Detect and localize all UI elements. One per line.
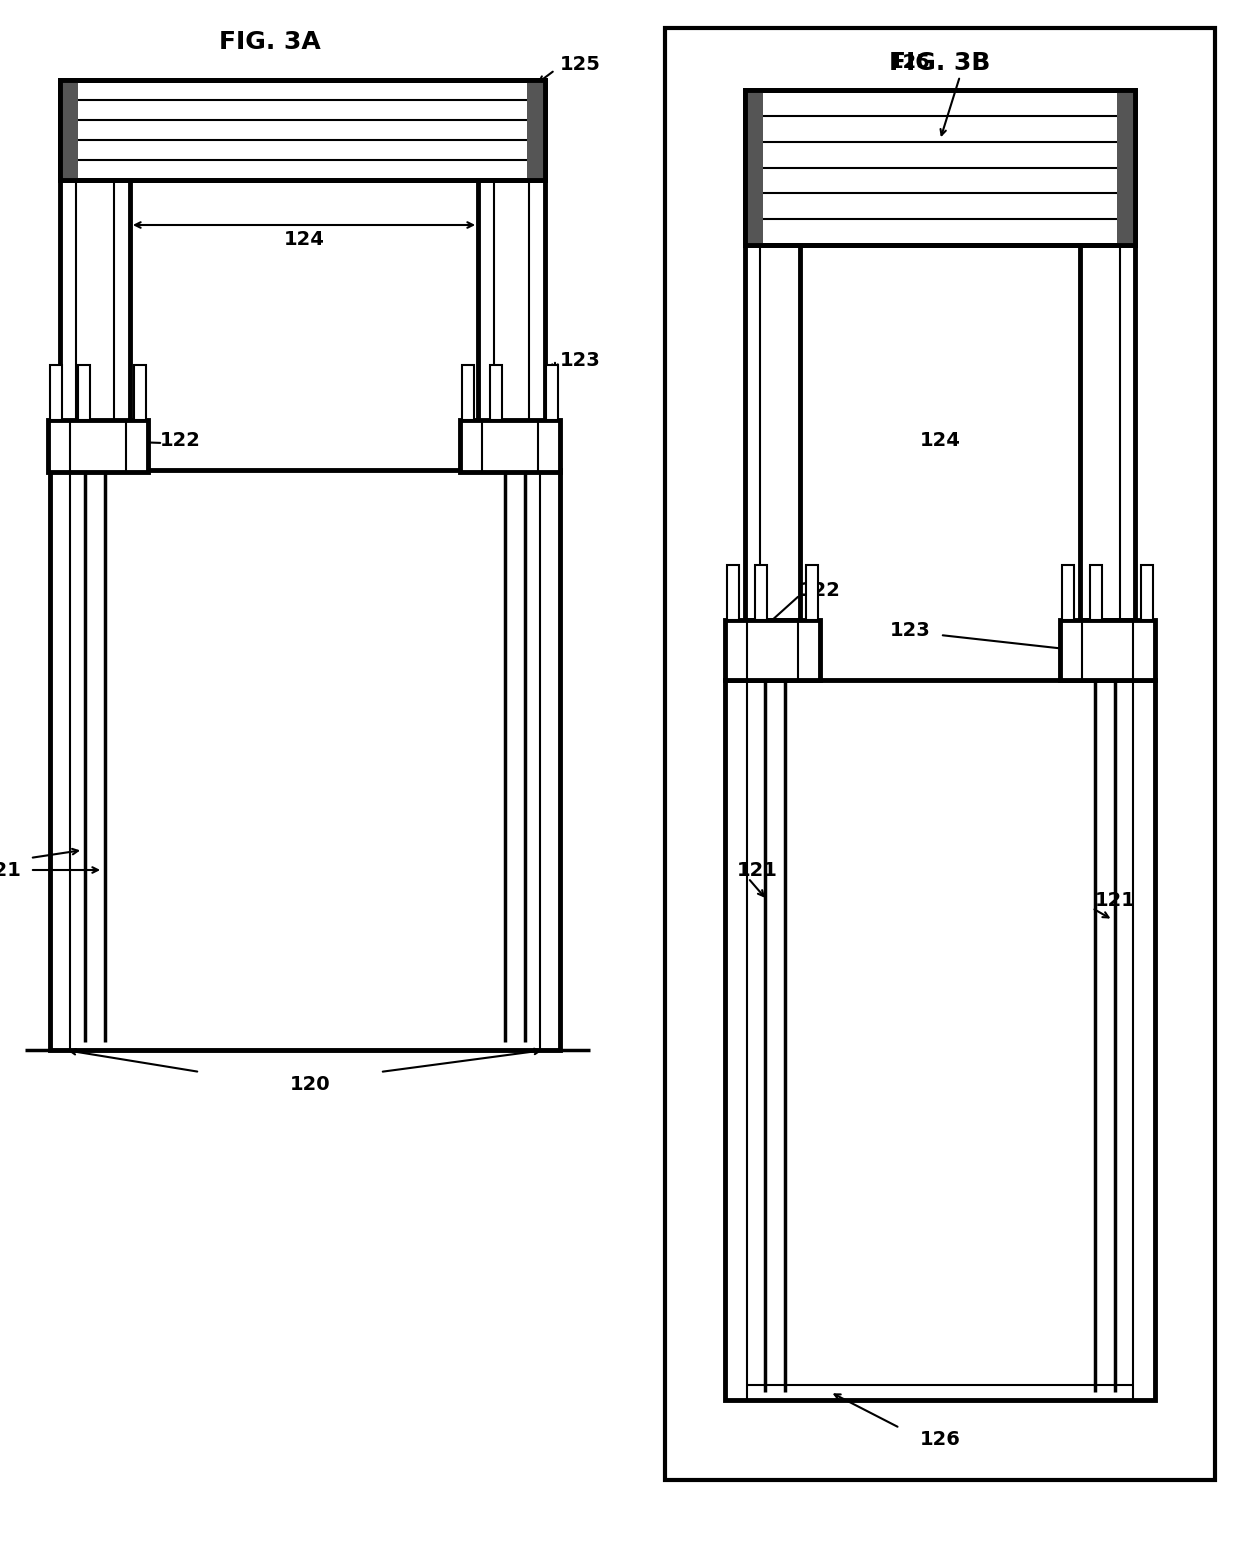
Bar [60, 80, 546, 181]
Bar [727, 565, 739, 620]
Bar [60, 80, 546, 181]
Bar [78, 365, 91, 420]
Text: 122: 122 [800, 581, 841, 599]
Bar [60, 181, 130, 470]
Bar [665, 28, 1215, 1480]
Bar [745, 246, 800, 620]
Bar [48, 420, 148, 473]
Bar [725, 680, 1154, 1400]
Bar [1061, 565, 1074, 620]
Bar [1117, 90, 1135, 246]
Bar [745, 90, 1135, 246]
Bar [546, 365, 558, 420]
Text: 124: 124 [920, 431, 961, 450]
Bar [745, 90, 1135, 246]
Text: 120: 120 [290, 1075, 330, 1094]
Text: FIG. 3B: FIG. 3B [889, 51, 991, 76]
Bar [477, 181, 546, 470]
Text: 125: 125 [560, 56, 601, 74]
Text: 121: 121 [737, 861, 777, 879]
Text: 121: 121 [0, 861, 22, 879]
Text: 126: 126 [920, 1431, 961, 1449]
Bar [725, 620, 820, 680]
Text: FIG. 3A: FIG. 3A [219, 29, 321, 54]
Text: 123: 123 [560, 351, 600, 369]
Text: 124: 124 [284, 230, 325, 249]
Bar [134, 365, 146, 420]
Bar [60, 80, 78, 181]
Text: 125: 125 [889, 53, 930, 73]
Bar [463, 365, 474, 420]
Bar [50, 365, 62, 420]
Text: 122: 122 [160, 431, 201, 450]
Text: 121: 121 [1095, 890, 1136, 910]
Bar [745, 90, 763, 246]
Bar [1060, 620, 1154, 680]
Bar [1141, 565, 1153, 620]
Bar [460, 420, 560, 473]
Bar [1080, 246, 1135, 620]
Text: 123: 123 [890, 621, 931, 640]
Bar [755, 565, 768, 620]
Bar [490, 365, 502, 420]
Bar [1090, 565, 1102, 620]
Bar [806, 565, 818, 620]
Bar [50, 470, 560, 1051]
Bar [527, 80, 546, 181]
